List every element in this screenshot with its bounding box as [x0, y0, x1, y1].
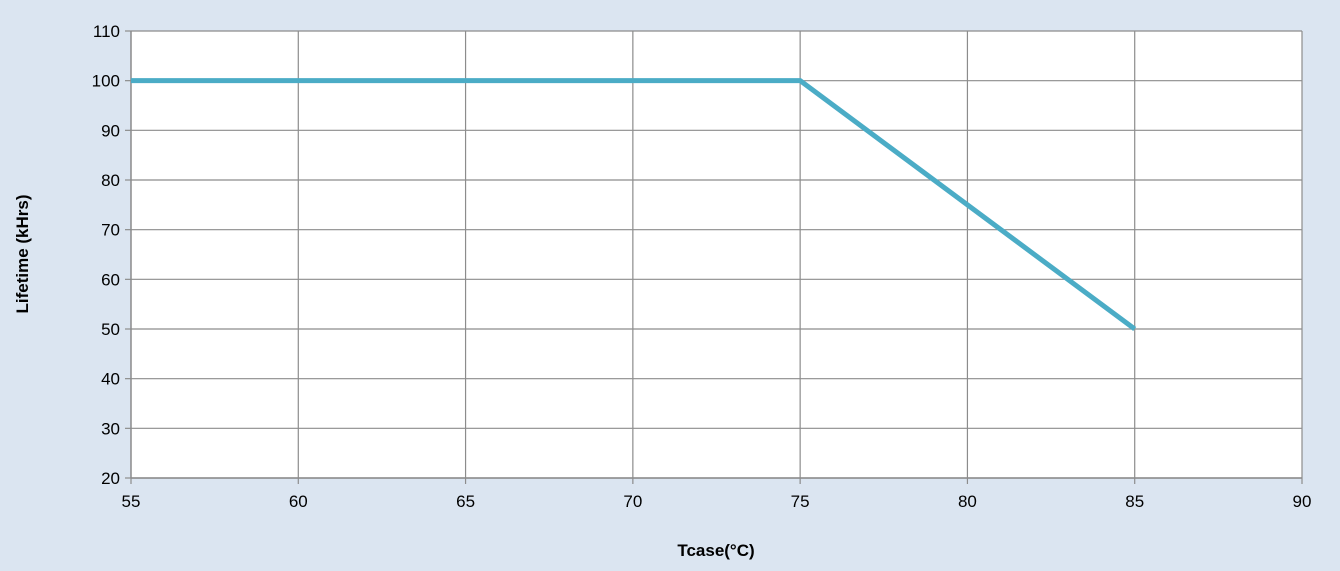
x-tick-label: 75 — [791, 492, 810, 511]
y-tick-label: 80 — [101, 171, 120, 190]
x-tick-label: 70 — [623, 492, 642, 511]
y-tick-label: 70 — [101, 221, 120, 240]
tick-labels: 55 60 65 70 75 80 85 90 20 30 40 50 60 70 80 90 100 110 — [92, 22, 1312, 511]
y-tick-label: 40 — [101, 370, 120, 389]
y-tick-label: 60 — [101, 270, 120, 289]
y-axis-title: Lifetime (kHrs) — [13, 194, 32, 313]
x-tick-label: 80 — [958, 492, 977, 511]
y-tick-label: 100 — [92, 72, 120, 91]
y-tick-label: 110 — [93, 22, 120, 41]
y-tick-label: 30 — [101, 419, 120, 438]
y-tick-label: 90 — [101, 121, 120, 140]
x-tick-label: 90 — [1293, 492, 1312, 511]
x-tick-label: 65 — [456, 492, 475, 511]
y-tick-label: 20 — [101, 469, 120, 488]
series-line — [131, 78, 1137, 332]
x-tick-label: 60 — [289, 492, 308, 511]
x-tick-label: 55 — [122, 492, 141, 511]
x-axis-title: Tcase(°C) — [677, 541, 754, 560]
series-layer — [131, 78, 1137, 332]
plot-area — [131, 31, 1302, 478]
axes — [125, 30, 1303, 484]
y-tick-label: 50 — [101, 320, 120, 339]
x-tick-label: 85 — [1125, 492, 1144, 511]
